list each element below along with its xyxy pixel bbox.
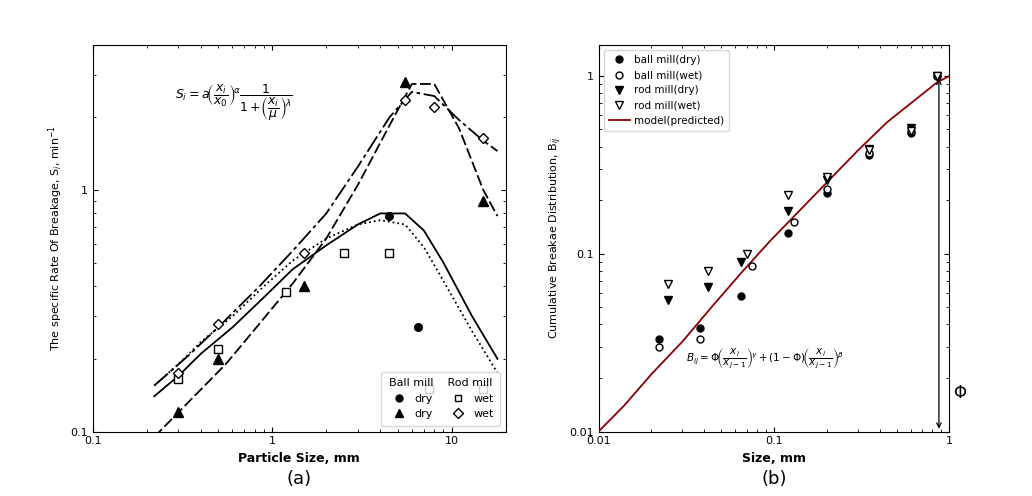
X-axis label: Size, mm: Size, mm (742, 452, 806, 465)
Legend: dry, dry, wet, wet: dry, dry, wet, wet (382, 372, 501, 426)
Legend: ball mill(dry), ball mill(wet), rod mill(dry), rod mill(wet), model(predicted): ball mill(dry), ball mill(wet), rod mill… (604, 50, 730, 131)
Text: (a): (a) (287, 470, 312, 488)
Text: $B_{ij} = \Phi\!\left(\dfrac{x_i}{x_{j-1}}\right)^{\!\gamma}+(1-\Phi)\!\left(\df: $B_{ij} = \Phi\!\left(\dfrac{x_i}{x_{j-1… (686, 346, 844, 371)
Text: $S_i = a\!\left(\dfrac{x_i}{x_0}\right)^{\!\alpha}\dfrac{1}{1+\!\left(\dfrac{x_i: $S_i = a\!\left(\dfrac{x_i}{x_0}\right)^… (175, 83, 293, 124)
Text: (b): (b) (762, 470, 786, 488)
Y-axis label: The specific Rate Of Breakage, S$_i$, min$^{-1}$: The specific Rate Of Breakage, S$_i$, mi… (46, 125, 65, 351)
Text: Φ: Φ (953, 384, 966, 402)
X-axis label: Particle Size, mm: Particle Size, mm (238, 452, 360, 465)
Y-axis label: Cumulative Breakae Distribution, B$_{ij}$: Cumulative Breakae Distribution, B$_{ij}… (547, 137, 563, 339)
